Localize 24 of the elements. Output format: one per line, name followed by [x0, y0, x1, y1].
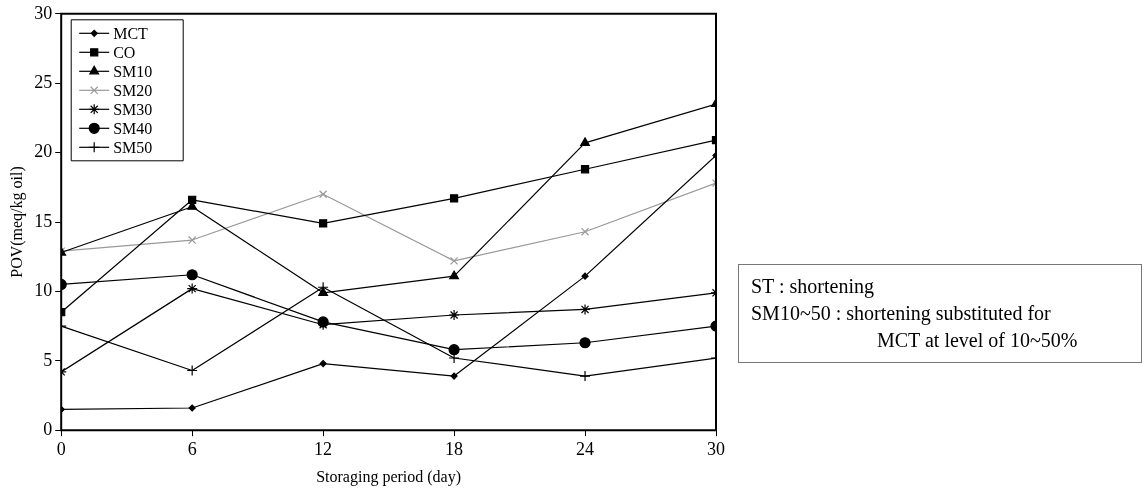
- y-axis-title: POV(meq/kg oil): [7, 166, 26, 278]
- y-tick-label: 20: [34, 141, 53, 162]
- text: ST : shortening: [751, 274, 875, 300]
- x-tick-label: 18: [445, 438, 464, 459]
- y-tick-label: 25: [34, 71, 53, 92]
- x-tick-label: 0: [56, 438, 66, 459]
- x-tick-label: 6: [187, 438, 197, 459]
- legend-label: CO: [113, 43, 136, 61]
- legend-label: SM20: [113, 81, 153, 99]
- y-tick-label: 5: [43, 349, 53, 370]
- legend-label: SM30: [113, 100, 153, 118]
- x-tick-label: 12: [314, 438, 333, 459]
- y-tick-label: 10: [34, 280, 53, 301]
- legend-label: SM50: [113, 138, 153, 156]
- text: SM10~50 : shortening substituted for MCT at level of 10~50%: [751, 301, 1079, 353]
- y-tick-label: 30: [34, 2, 53, 23]
- x-tick-label: 30: [707, 438, 725, 459]
- y-tick-label: 15: [34, 210, 53, 231]
- x-axis-title: Storaging period (day): [316, 467, 462, 486]
- y-tick-label: 0: [43, 418, 53, 439]
- legend-label: SM40: [113, 119, 153, 137]
- legend-label: MCT: [113, 24, 149, 42]
- x-tick-label: 24: [576, 438, 595, 459]
- legend-label: SM10: [113, 62, 153, 80]
